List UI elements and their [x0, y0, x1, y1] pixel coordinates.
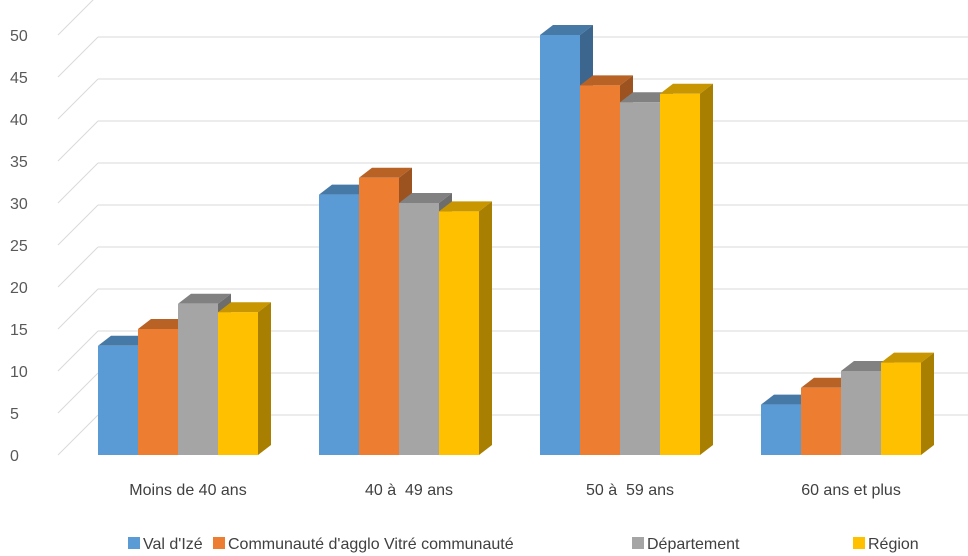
legend-item: Département: [632, 536, 740, 553]
legend-swatch: [853, 537, 865, 549]
x-category-label: 40 à 49 ans: [365, 482, 453, 499]
bar-top-face: [841, 361, 894, 371]
legend-item: Communauté d'agglo Vitré communauté: [213, 536, 514, 553]
bar-front-face: [580, 85, 620, 456]
bar-front-face: [178, 303, 218, 455]
bar-front-face: [319, 194, 359, 455]
y-tick-label: 25: [10, 238, 28, 255]
bar-front-face: [98, 345, 138, 455]
bar-front-face: [761, 404, 801, 455]
y-tick-label: 35: [10, 154, 28, 171]
y-axis-ticks: 0 5 10 15 20 25 30 35 40 45 50: [10, 28, 28, 465]
y-tick-label: 5: [10, 406, 19, 423]
x-category-label: 60 ans et plus: [801, 482, 901, 499]
legend-label: Communauté d'agglo Vitré communauté: [228, 536, 514, 553]
bar-front-face: [138, 329, 178, 455]
bar: [660, 83, 713, 456]
bar: [439, 201, 492, 455]
bar-top-face: [439, 201, 492, 212]
legend-swatch: [632, 537, 644, 549]
gridline-diagonal: [57, 372, 99, 414]
y-tick-label: 20: [10, 280, 28, 297]
bar-top-face: [98, 335, 151, 346]
legend-label: Département: [647, 536, 740, 553]
bar-top-face: [138, 319, 191, 329]
bars: [98, 25, 934, 456]
bar-front-face: [841, 371, 881, 455]
bar-side-face: [921, 352, 934, 455]
y-tick-label: 10: [10, 364, 28, 381]
gridline-diagonal: [57, 120, 99, 162]
bar: [218, 302, 271, 455]
bar-top-face: [540, 25, 593, 35]
bar-front-face: [881, 362, 921, 455]
bar: [761, 394, 814, 455]
bar-top-face: [580, 75, 633, 86]
y-tick-label: 15: [10, 322, 28, 339]
bar-front-face: [399, 203, 439, 455]
legend-swatch: [213, 537, 225, 549]
bar-front-face: [218, 312, 258, 455]
bar-top-face: [660, 83, 713, 94]
bar-front-face: [801, 387, 841, 455]
gridline-diagonal: [57, 36, 99, 78]
legend-label: Val d'Izé: [143, 536, 203, 553]
bar-top-face: [319, 184, 372, 195]
bar: [881, 352, 934, 455]
bar-front-face: [540, 35, 580, 455]
bar-top-face: [399, 193, 452, 203]
bar-top-face: [178, 293, 231, 304]
y-tick-label: 30: [10, 196, 28, 213]
gridline-diagonal: [57, 78, 99, 120]
gridline-diagonal: [57, 330, 99, 372]
y-tick-label: 0: [10, 448, 19, 465]
y-tick-label: 50: [10, 28, 28, 45]
bar-top-face: [801, 377, 854, 388]
bar-top-face: [761, 394, 814, 405]
bar-top-face: [218, 302, 271, 313]
bar-top-face: [359, 167, 412, 178]
gridline-diagonal: [57, 288, 99, 330]
gridline-diagonal: [57, 162, 99, 204]
legend-label: Région: [868, 536, 919, 553]
bar-side-face: [700, 83, 713, 456]
x-category-label: 50 à 59 ans: [586, 482, 674, 499]
bar-front-face: [620, 102, 660, 455]
bar-front-face: [439, 211, 479, 455]
x-category-label: Moins de 40 ans: [129, 482, 246, 499]
gridline-diagonal: [57, 246, 99, 288]
legend: Val d'Izé Communauté d'agglo Vitré commun…: [128, 536, 919, 553]
bar-side-face: [258, 302, 271, 455]
bar-top-face: [620, 92, 673, 103]
legend-item: Val d'Izé: [128, 536, 203, 553]
legend-item: Région: [853, 536, 919, 553]
bar-front-face: [359, 177, 399, 456]
y-tick-label: 40: [10, 112, 28, 129]
category-labels: Moins de 40 ans 40 à 49 ans 50 à 59 ans 60 …: [129, 482, 901, 499]
legend-swatch: [128, 537, 140, 549]
bar-front-face: [660, 93, 700, 456]
gridline-diagonal: [57, 204, 99, 246]
y-tick-label: 45: [10, 70, 28, 87]
bar-top-face: [881, 352, 934, 363]
gridline-diagonal: [57, 0, 94, 36]
gridline-diagonal: [57, 414, 99, 456]
bar-side-face: [479, 201, 492, 455]
